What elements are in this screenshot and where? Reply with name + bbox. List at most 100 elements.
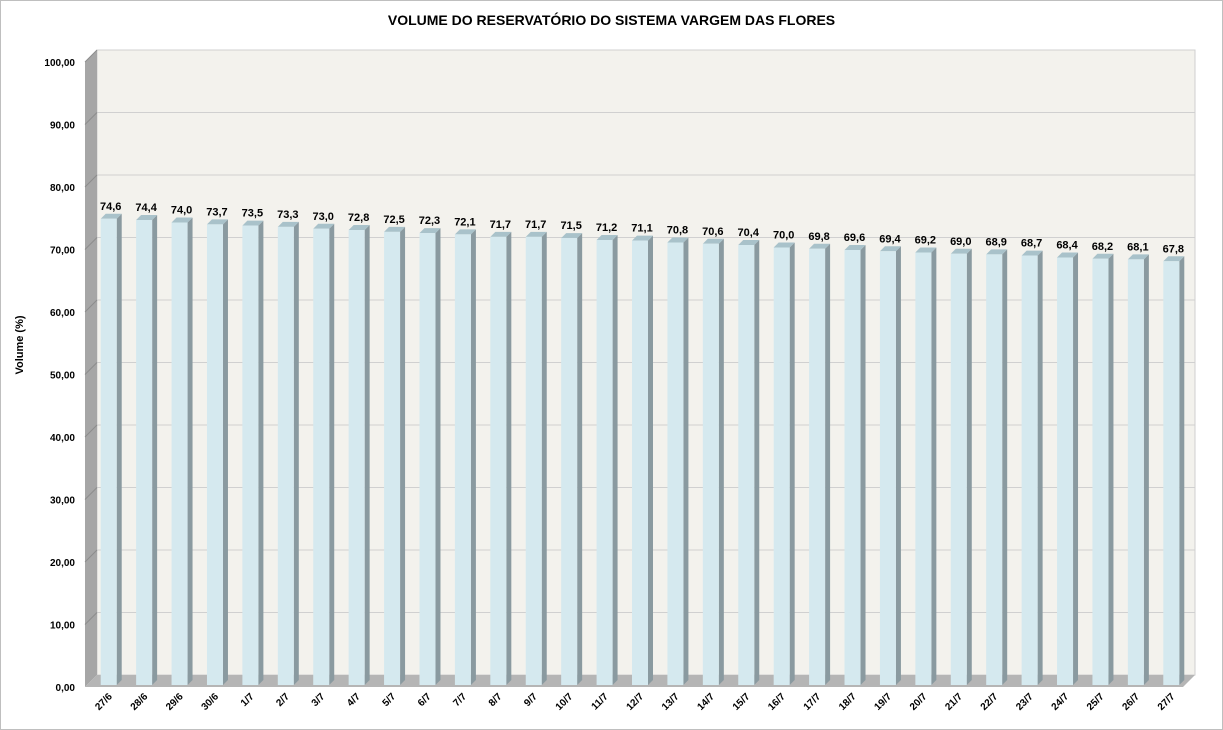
y-tick-label: 60,00	[50, 308, 75, 319]
bar	[100, 213, 122, 685]
gridline-side	[84, 174, 98, 188]
x-tick-label: 29/6	[164, 691, 186, 713]
bar-side	[541, 231, 547, 685]
bar-side	[1143, 254, 1149, 685]
bar-top	[136, 215, 158, 220]
gridline-side	[84, 237, 98, 250]
bar-top	[879, 246, 901, 252]
x-tick-label: 13/7	[660, 691, 682, 713]
bar	[490, 231, 512, 685]
data-label: 68,9	[985, 236, 1006, 248]
bar	[844, 245, 866, 685]
bar-top	[986, 249, 1008, 255]
data-label: 72,1	[454, 216, 475, 228]
bar	[632, 235, 653, 685]
bar	[915, 247, 937, 685]
bar-front	[773, 247, 790, 685]
bar-front	[738, 245, 755, 685]
data-label: 70,6	[702, 226, 723, 238]
bar-side	[860, 245, 866, 685]
bar-side	[258, 220, 264, 685]
x-tick-label: 11/7	[590, 691, 611, 712]
bar-top	[773, 242, 795, 248]
bar-side	[152, 215, 158, 685]
bar-front	[809, 248, 826, 685]
bar-front	[454, 234, 471, 685]
bar-top	[809, 243, 831, 249]
bar-front	[136, 220, 153, 685]
bar-front	[490, 236, 507, 685]
bar	[986, 249, 1008, 685]
bar-top	[490, 231, 512, 237]
y-tick-label: 30,00	[50, 496, 75, 507]
bar-front	[702, 243, 719, 685]
x-tick-label: 7/7	[451, 691, 469, 709]
bar-side	[187, 217, 193, 685]
bar	[738, 240, 760, 685]
bar-front	[632, 240, 648, 685]
gridline-side	[84, 362, 98, 375]
gridline-side	[84, 549, 98, 563]
bar-front	[348, 230, 365, 685]
data-label: 73,5	[242, 208, 263, 220]
x-tick-label: 23/7	[1014, 691, 1036, 713]
bar	[596, 235, 618, 685]
y-tick-label: 40,00	[50, 433, 75, 444]
bar-front	[525, 236, 542, 685]
bar-side	[400, 226, 406, 685]
x-tick-label: 8/7	[487, 691, 505, 709]
bar-side	[1002, 249, 1008, 685]
data-label: 72,5	[383, 214, 404, 226]
bar-top	[171, 217, 193, 223]
x-tick-label: 24/7	[1050, 691, 1072, 713]
bar	[773, 242, 795, 685]
bar-front	[561, 238, 578, 685]
bar-front	[1127, 259, 1144, 685]
bar-top	[525, 231, 547, 237]
x-tick-label: 3/7	[310, 691, 328, 709]
bar	[809, 243, 831, 685]
bar-top	[100, 213, 122, 219]
bar-side	[718, 238, 724, 685]
bar	[348, 225, 370, 685]
x-tick-label: 21/7	[943, 691, 965, 713]
bar-front	[596, 240, 613, 685]
data-label: 71,7	[525, 219, 546, 231]
bar-side	[435, 228, 441, 685]
data-label: 73,7	[206, 206, 227, 218]
bar	[525, 231, 547, 685]
y-tick-label: 50,00	[50, 371, 75, 382]
x-tick-label: 26/7	[1120, 691, 1142, 713]
bar	[1021, 250, 1043, 685]
bar-side	[825, 243, 831, 685]
bar	[419, 228, 441, 685]
x-tick-label: 15/7	[731, 691, 753, 713]
x-tick-label: 4/7	[345, 691, 363, 709]
bar	[171, 217, 193, 685]
bar-side	[1108, 253, 1114, 685]
bar	[277, 221, 299, 685]
y-tick-label: 80,00	[50, 183, 75, 194]
data-label: 73,0	[313, 211, 334, 223]
bar-top	[1021, 250, 1043, 256]
bar-side	[612, 235, 618, 685]
data-label: 70,0	[773, 230, 794, 242]
bar-top	[384, 226, 406, 232]
y-tick-label: 20,00	[50, 558, 75, 569]
bar-front	[879, 251, 896, 685]
bar-top	[1163, 256, 1185, 262]
bar	[667, 237, 689, 685]
bar-top	[1057, 252, 1079, 258]
bar-side	[1179, 256, 1185, 685]
bar-side	[966, 248, 972, 685]
x-tick-label: 12/7	[625, 691, 647, 713]
data-label: 67,8	[1163, 243, 1184, 255]
bar-side	[470, 229, 476, 685]
bar-front	[384, 231, 401, 685]
bar-side	[364, 225, 370, 685]
bar	[879, 246, 901, 685]
bar-front	[1092, 258, 1109, 685]
gridline-side	[84, 487, 98, 500]
bar-side	[789, 242, 795, 685]
bar	[242, 220, 264, 685]
